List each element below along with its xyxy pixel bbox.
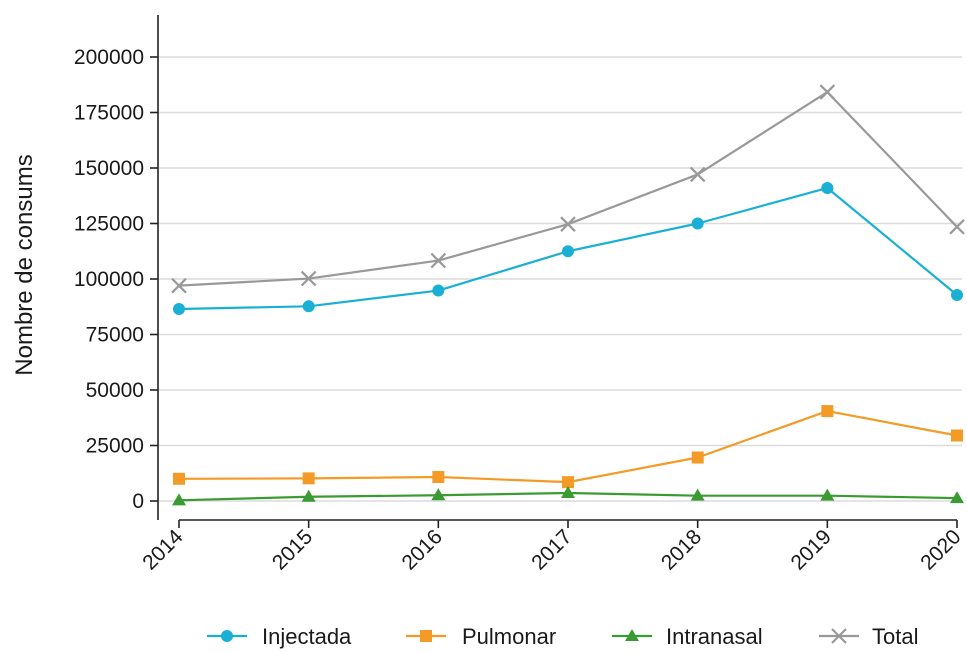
legend-label-total: Total xyxy=(872,624,918,649)
data-point-pulmonar xyxy=(691,451,704,464)
data-point-intranasal xyxy=(301,489,316,502)
data-point-injectada xyxy=(821,181,834,194)
grid-lines xyxy=(158,56,962,502)
y-tick-label: 150000 xyxy=(74,157,144,180)
data-point-total xyxy=(689,166,706,183)
x-tick-label: 2019 xyxy=(787,525,836,574)
data-point-intranasal xyxy=(690,488,705,501)
series-pulmonar xyxy=(173,405,963,489)
x-ticks: 2014 2015 2016 2017 2018 2019 2020 xyxy=(138,520,966,575)
data-point-total xyxy=(430,252,447,269)
legend-label-pulmonar: Pulmonar xyxy=(462,624,556,649)
data-point-total xyxy=(560,216,576,232)
data-point-injectada xyxy=(691,217,704,230)
series-injectada xyxy=(173,181,963,315)
data-point-intranasal xyxy=(431,488,446,501)
data-point-injectada xyxy=(562,245,574,258)
data-point-pulmonar xyxy=(302,472,315,485)
series-total xyxy=(171,84,965,294)
legend-label-injectada: Injectada xyxy=(262,624,352,649)
data-point-injectada xyxy=(173,302,185,315)
data-point-pulmonar xyxy=(562,476,574,489)
legend-item-injectada: Injectada xyxy=(207,624,352,649)
data-point-pulmonar xyxy=(951,429,963,442)
series xyxy=(171,84,965,506)
data-point-injectada xyxy=(951,288,963,301)
x-tick-label: 2015 xyxy=(268,525,317,574)
data-point-intranasal xyxy=(820,488,835,501)
data-point-pulmonar xyxy=(173,472,185,485)
data-point-intranasal xyxy=(950,491,964,504)
data-point-total xyxy=(300,270,317,287)
x-tick-label: 2020 xyxy=(916,525,965,574)
data-point-intranasal xyxy=(172,493,186,506)
x-tick-label: 2018 xyxy=(657,525,706,574)
y-tick-label: 200000 xyxy=(74,46,144,69)
x-tick-label: 2016 xyxy=(398,525,447,574)
legend-marker-injectada xyxy=(221,630,233,642)
legend-item-pulmonar: Pulmonar xyxy=(406,624,556,649)
data-point-total xyxy=(949,219,965,235)
data-point-injectada xyxy=(432,284,445,297)
series-intranasal xyxy=(172,486,964,506)
x-tick-label: 2014 xyxy=(138,525,188,575)
legend: Injectada Pulmonar Intranasal Total xyxy=(207,624,918,649)
y-tick-label: 50000 xyxy=(86,379,144,402)
y-ticks: 0 25000 50000 75000 100000 125000 150000 175000… xyxy=(74,46,158,513)
y-tick-label: 125000 xyxy=(74,213,144,236)
y-axis-title: Nombre de consums xyxy=(11,154,38,375)
legend-marker-intranasal xyxy=(625,629,639,641)
data-point-total xyxy=(171,277,187,294)
legend-marker-pulmonar xyxy=(420,630,432,642)
data-point-intranasal xyxy=(561,486,575,499)
y-tick-label: 25000 xyxy=(86,435,144,458)
y-tick-label: 0 xyxy=(132,490,144,513)
y-tick-label: 75000 xyxy=(86,324,144,347)
legend-item-total: Total xyxy=(819,624,918,649)
legend-label-intranasal: Intranasal xyxy=(666,624,763,649)
axes: Nombre de consums xyxy=(11,15,957,521)
y-tick-label: 175000 xyxy=(74,102,144,125)
legend-marker-total xyxy=(831,628,847,644)
y-tick-label: 100000 xyxy=(74,268,144,291)
data-point-injectada xyxy=(302,300,315,313)
data-point-total xyxy=(819,84,836,100)
data-point-pulmonar xyxy=(432,471,445,484)
data-point-pulmonar xyxy=(821,405,834,418)
legend-item-intranasal: Intranasal xyxy=(612,624,763,649)
x-tick-label: 2017 xyxy=(527,525,576,574)
series-line-pulmonar xyxy=(178,409,958,484)
